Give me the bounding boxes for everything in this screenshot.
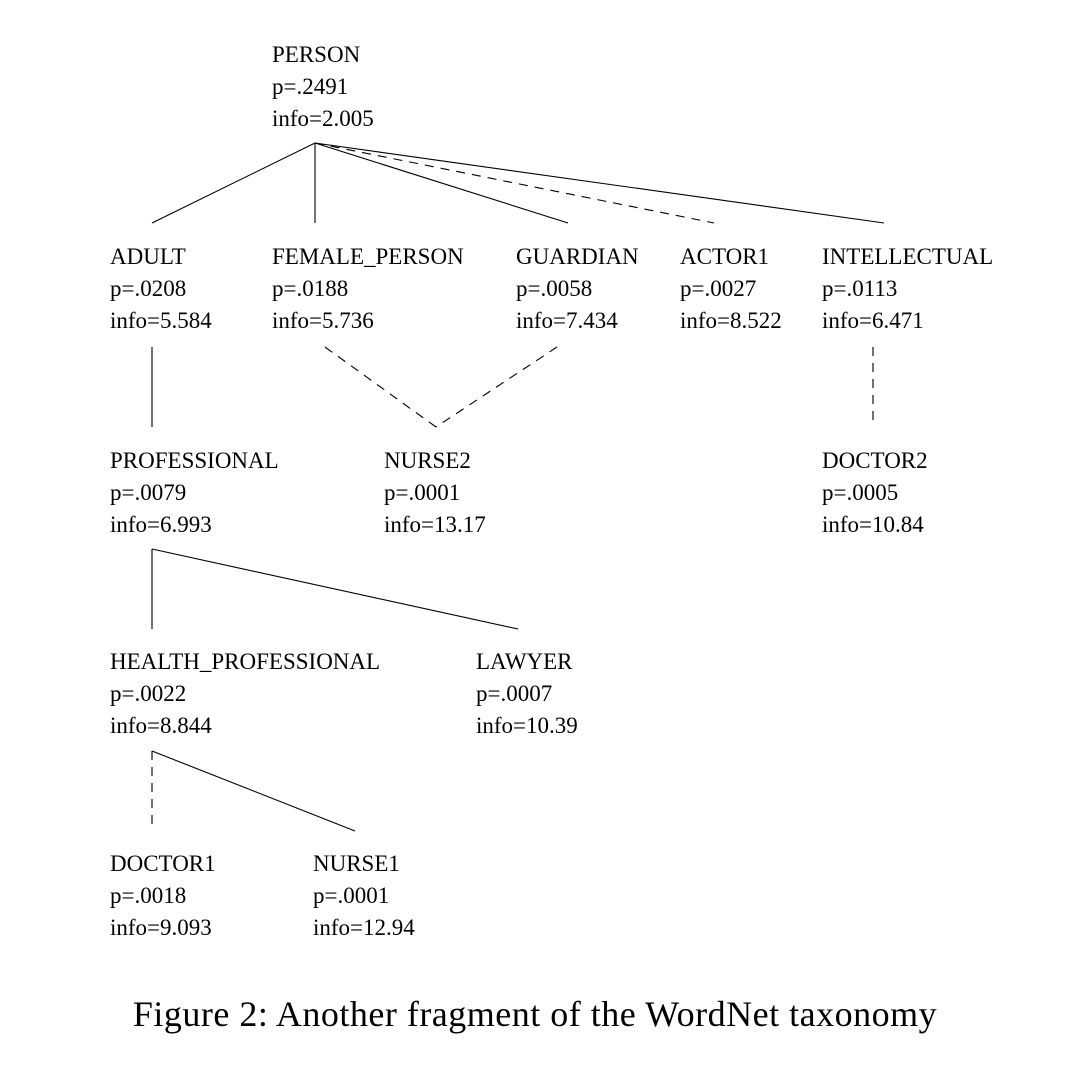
edge-person-adult <box>151 142 316 224</box>
node-name: PROFESSIONAL <box>110 448 279 473</box>
node-info: info=5.736 <box>272 308 374 333</box>
node-info: info=9.093 <box>110 915 212 940</box>
node-doctor1: DOCTOR1 p=.0018 info=9.093 <box>110 848 216 944</box>
node-doctor2: DOCTOR2 p=.0005 info=10.84 <box>822 445 928 541</box>
node-info: info=10.84 <box>822 512 924 537</box>
edge-professional-lawyer <box>151 548 519 630</box>
node-nurse1: NURSE1 p=.0001 info=12.94 <box>313 848 415 944</box>
edge-person-actor1 <box>314 142 715 224</box>
node-name: GUARDIAN <box>516 244 639 269</box>
node-name: INTELLECTUAL <box>822 244 994 269</box>
node-intellectual: INTELLECTUAL p=.0113 info=6.471 <box>822 241 993 337</box>
node-info: info=6.993 <box>110 512 212 537</box>
node-name: NURSE2 <box>384 448 471 473</box>
edge-person-guardian <box>314 142 569 224</box>
node-adult: ADULT p=.0208 info=5.584 <box>110 241 212 337</box>
node-probability: p=.0001 <box>313 883 390 908</box>
edge-female-person-nurse2 <box>324 346 437 428</box>
node-probability: p=.0005 <box>822 480 899 505</box>
node-probability: p=.0001 <box>384 480 461 505</box>
node-name: DOCTOR2 <box>822 448 928 473</box>
node-lawyer: LAWYER p=.0007 info=10.39 <box>476 646 578 742</box>
node-guardian: GUARDIAN p=.0058 info=7.434 <box>516 241 639 337</box>
node-professional: PROFESSIONAL p=.0079 info=6.993 <box>110 445 279 541</box>
node-name: LAWYER <box>476 649 573 674</box>
node-probability: p=.0027 <box>680 276 757 301</box>
node-probability: p=.0208 <box>110 276 187 301</box>
node-info: info=6.471 <box>822 308 924 333</box>
node-name: ACTOR1 <box>680 244 770 269</box>
node-name: HEALTH_PROFESSIONAL <box>110 649 381 674</box>
node-probability: p=.0022 <box>110 681 187 706</box>
node-probability: p=.0079 <box>110 480 187 505</box>
node-probability: p=.0007 <box>476 681 553 706</box>
node-name: PERSON <box>272 42 361 67</box>
node-name: ADULT <box>110 244 186 269</box>
edge-person-intellectual <box>314 142 885 224</box>
node-actor1: ACTOR1 p=.0027 info=8.522 <box>680 241 782 337</box>
node-info: info=2.005 <box>272 106 374 131</box>
node-probability: p=.0018 <box>110 883 187 908</box>
edge-guardian-nurse2 <box>435 346 558 428</box>
node-health-professional: HEALTH_PROFESSIONAL p=.0022 info=8.844 <box>110 646 380 742</box>
figure-caption: Figure 2: Another fragment of the WordNe… <box>132 994 938 1034</box>
node-probability: p=.0058 <box>516 276 593 301</box>
node-name: NURSE1 <box>313 851 400 876</box>
node-info: info=10.39 <box>476 713 578 738</box>
node-nurse2: NURSE2 p=.0001 info=13.17 <box>384 445 486 541</box>
edge-health-professional-nurse1 <box>151 750 356 832</box>
node-info: info=13.17 <box>384 512 486 537</box>
node-info: info=12.94 <box>313 915 415 940</box>
node-name: DOCTOR1 <box>110 851 216 876</box>
node-info: info=5.584 <box>110 308 212 333</box>
node-info: info=8.844 <box>110 713 212 738</box>
node-probability: p=.0188 <box>272 276 349 301</box>
node-probability: p=.0113 <box>822 276 898 301</box>
node-info: info=7.434 <box>516 308 618 333</box>
node-person: PERSON p=.2491 info=2.005 <box>272 39 374 135</box>
node-info: info=8.522 <box>680 308 782 333</box>
node-name: FEMALE_PERSON <box>272 244 464 269</box>
node-female-person: FEMALE_PERSON p=.0188 info=5.736 <box>272 241 464 337</box>
node-probability: p=.2491 <box>272 74 349 99</box>
